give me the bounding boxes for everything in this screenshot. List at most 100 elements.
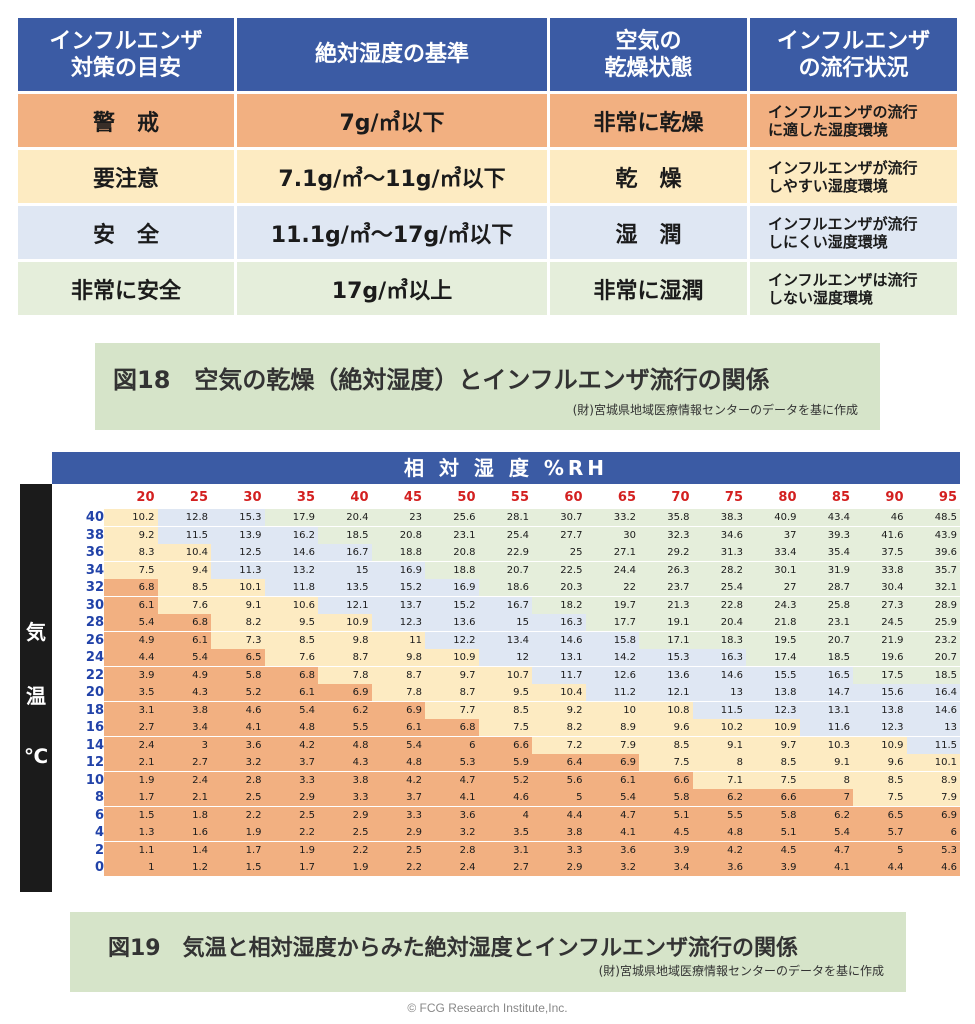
heat-cell: 23 (371, 509, 425, 526)
heat-cell: 10.9 (318, 614, 372, 631)
heat-cell: 17.1 (639, 631, 693, 649)
heat-cell: 4.4 (532, 806, 586, 824)
heat-cell: 4.3 (318, 754, 372, 771)
heat-cell: 5.8 (211, 666, 265, 684)
heat-cell: 11.3 (211, 561, 265, 579)
heat-cell: 1.7 (104, 789, 158, 806)
heat-cell: 2.9 (371, 824, 425, 841)
rh-tick-label: 70 (671, 490, 690, 505)
temperature-tick-label: 24 (85, 650, 104, 665)
heat-cell: 1.7 (264, 859, 318, 876)
heat-cell: 9.1 (211, 596, 265, 614)
heat-cell: 10.4 (532, 684, 586, 701)
heat-cell: 13.5 (318, 579, 372, 596)
heat-cell: 4.2 (371, 771, 425, 789)
heat-cell: 3.2 (425, 824, 479, 841)
temperature-tick-label: 12 (85, 755, 104, 770)
heat-cell: 9.1 (799, 754, 853, 771)
heat-cell: 2.4 (157, 771, 211, 789)
heat-cell: 30 (585, 526, 639, 544)
heat-cell: 28.7 (799, 579, 853, 596)
heat-cell: 9.4 (157, 561, 211, 579)
heat-cell: 3.9 (639, 841, 693, 859)
heat-cell: 27 (746, 579, 800, 596)
heat-cell: 9.8 (318, 631, 372, 649)
humidity-heat-table: 相 対 湿 度 %RH 気 温 ℃ 20 25 30 35 40 45 50 55 60 65 70… (20, 452, 960, 892)
temperature-tick-label: 32 (85, 580, 104, 595)
heat-cell: 6.1 (371, 719, 425, 736)
heat-cell: 28.1 (478, 509, 532, 526)
heat-cell: 9.6 (639, 719, 693, 736)
heat-cell: 9.7 (425, 666, 479, 684)
header-air-state: 空気の 乾燥状態 (550, 18, 747, 91)
heat-cell: 19.5 (746, 631, 800, 649)
situation-cell: インフルエンザが流行 しやすい湿度環境 (750, 150, 957, 203)
heat-cell: 27.3 (853, 596, 907, 614)
heat-cell: 20.3 (532, 579, 586, 596)
heat-cell: 7.5 (104, 561, 158, 579)
heat-cell: 2.2 (371, 859, 425, 876)
heat-cell: 7 (799, 789, 853, 806)
heat-cell: 10.2 (692, 719, 746, 736)
heat-cell: 30.1 (746, 561, 800, 579)
heat-cell: 30.4 (853, 579, 907, 596)
heat-cell: 7.6 (264, 649, 318, 666)
table-header-row: インフルエンザ 対策の目安 絶対湿度の基準 空気の 乾燥状態 インフルエンザ の… (18, 18, 957, 91)
heat-cell: 2.2 (318, 841, 372, 859)
heat-cell: 35.8 (639, 509, 693, 526)
header-criterion: 絶対湿度の基準 (237, 18, 547, 91)
temperature-tick-label: 30 (85, 597, 104, 613)
heat-cell: 24.4 (585, 561, 639, 579)
header-text: 絶対湿度の基準 (314, 42, 469, 67)
heat-cell: 4.9 (104, 631, 158, 649)
copyright-text: © FCG Research Institute,Inc. (407, 1001, 568, 1015)
heat-cell: 4.7 (799, 841, 853, 859)
heat-cell: 5.4 (104, 614, 158, 631)
heat-cell: 10.9 (853, 736, 907, 754)
heat-cell: 2.7 (157, 754, 211, 771)
heat-cell: 3.5 (104, 684, 158, 701)
side-label-ki: 気 (26, 620, 46, 644)
heat-cell: 25 (532, 544, 586, 561)
heat-cell: 6.2 (692, 789, 746, 806)
header-guideline: インフルエンザ 対策の目安 (18, 18, 234, 91)
heat-cell: 6.2 (799, 806, 853, 824)
heat-cell: 40.9 (746, 509, 800, 526)
heat-cell: 6.8 (264, 666, 318, 684)
heat-cell: 4.1 (799, 859, 853, 876)
relative-humidity-header: 相 対 湿 度 %RH (52, 452, 960, 484)
heat-cell: 8 (799, 771, 853, 789)
heat-cell: 4.1 (211, 719, 265, 736)
rh-tick-label: 25 (189, 490, 208, 505)
heat-cell: 3.8 (157, 701, 211, 719)
heat-cell: 13.9 (211, 526, 265, 544)
heat-cell: 2.9 (532, 859, 586, 876)
heat-cell: 12.3 (746, 701, 800, 719)
heat-cell: 22.5 (532, 561, 586, 579)
heat-cell: 21.9 (853, 631, 907, 649)
heat-cell: 13.7 (371, 596, 425, 614)
heat-cell: 1.5 (211, 859, 265, 876)
heat-cell: 8.7 (318, 649, 372, 666)
heat-cell: 3.7 (264, 754, 318, 771)
heat-cell: 7.8 (318, 666, 372, 684)
heat-cell: 15.3 (211, 509, 265, 526)
heat-cell: 5.5 (318, 719, 372, 736)
heat-cell: 20.7 (799, 631, 853, 649)
heat-cell: 13.1 (799, 701, 853, 719)
heat-cell: 35.7 (906, 561, 960, 579)
heat-cell: 11 (371, 631, 425, 649)
heat-cell: 18.8 (371, 544, 425, 561)
heat-cell: 5.8 (639, 789, 693, 806)
heat-cell: 16.9 (425, 579, 479, 596)
heat-cell: 6.8 (157, 614, 211, 631)
heat-cell: 12.6 (585, 666, 639, 684)
heat-cell: 30.7 (532, 509, 586, 526)
temperature-tick-label: 14 (85, 737, 104, 753)
heat-cell: 6.6 (746, 789, 800, 806)
heat-cell: 6.1 (264, 684, 318, 701)
heat-cell: 5.1 (746, 824, 800, 841)
state-cell: 非常に乾燥 (550, 94, 747, 147)
rh-tick-label: 65 (617, 490, 636, 505)
heat-cell: 2.7 (104, 719, 158, 736)
